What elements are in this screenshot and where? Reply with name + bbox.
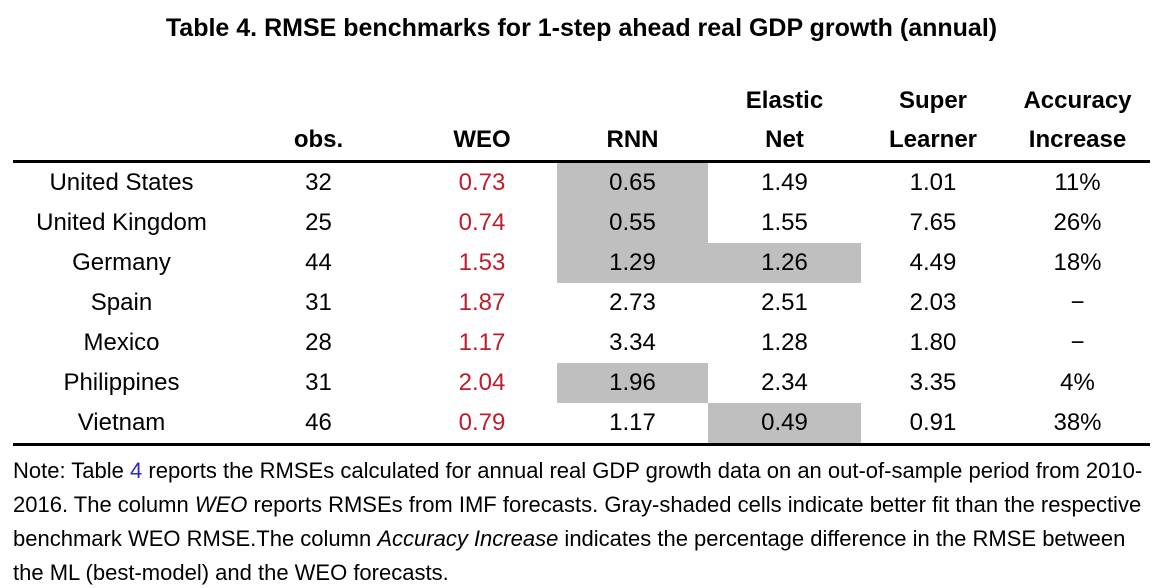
obs-cell: 31	[305, 369, 332, 396]
weo-cell: 0.74	[458, 209, 506, 236]
table-row: United States 32 0.73 0.65 1.49 1.01 11%	[13, 161, 1150, 203]
table-row: United Kingdom 25 0.74 0.55 1.55 7.65 26…	[13, 203, 1150, 243]
weo-cell: 1.87	[458, 289, 506, 316]
header-rnn: RNN	[606, 126, 659, 153]
table-row: Vietnam 46 0.79 1.17 0.49 0.91 38%	[13, 403, 1150, 445]
rnn-cell: 1.96	[557, 363, 708, 403]
accuracy-increase-cell: −	[1070, 289, 1085, 316]
table-body: United States 32 0.73 0.65 1.49 1.01 11%…	[13, 161, 1150, 445]
elastic-net-cell: 1.55	[761, 209, 808, 236]
weo-cell: 1.53	[458, 249, 506, 276]
obs-cell: 46	[305, 409, 332, 436]
header-spacer	[230, 81, 407, 117]
header-row-top: Elastic Super Accuracy	[13, 81, 1150, 117]
country-cell: Vietnam	[77, 409, 166, 436]
note-italic-accuracy-increase: Accuracy Increase	[377, 526, 559, 551]
rnn-cell: 1.29	[557, 243, 708, 283]
header-elastic-net-line1: Elastic	[745, 87, 824, 114]
header-row-bottom: obs. WEO RNN Net Learner Increase	[13, 117, 1150, 162]
super-learner-cell: 0.91	[909, 409, 957, 436]
note-text: Note: Table	[13, 458, 131, 483]
weo-cell: 2.04	[458, 369, 506, 396]
weo-cell: 0.73	[458, 169, 506, 196]
weo-cell: 0.79	[458, 409, 506, 436]
header-obs: obs.	[293, 126, 344, 153]
elastic-net-cell: 1.28	[761, 329, 808, 356]
table-row: Mexico 28 1.17 3.34 1.28 1.80 −	[13, 323, 1150, 363]
rnn-cell: 2.73	[609, 289, 656, 316]
table-title: Table 4. RMSE benchmarks for 1-step ahea…	[165, 14, 998, 42]
country-cell: United Kingdom	[36, 209, 207, 236]
note-italic-weo: WEO	[194, 492, 248, 517]
table-reference-link[interactable]: 4	[130, 458, 143, 483]
country-cell: Philippines	[63, 369, 180, 396]
header-super-learner-line1: Super	[898, 87, 967, 114]
header-spacer	[557, 81, 708, 117]
rnn-cell: 1.17	[609, 409, 656, 436]
header-elastic-net-line2: Net	[765, 126, 804, 153]
obs-cell: 32	[305, 169, 332, 196]
header-spacer	[407, 81, 557, 117]
super-learner-cell: 7.65	[909, 209, 957, 236]
accuracy-increase-cell: 26%	[1053, 209, 1102, 236]
accuracy-increase-cell: 4%	[1060, 369, 1095, 396]
note-text: indicates the percentage difference in t…	[13, 526, 1126, 585]
table-row: Spain 31 1.87 2.73 2.51 2.03 −	[13, 283, 1150, 323]
country-cell: Spain	[90, 289, 153, 316]
note-text: reports the RMSEs calculated for annual …	[13, 458, 1143, 517]
elastic-net-cell: 0.49	[708, 403, 861, 445]
header-country-spacer	[13, 81, 230, 117]
super-learner-cell: 2.03	[909, 289, 957, 316]
header-weo: WEO	[453, 126, 511, 153]
obs-cell: 31	[305, 289, 332, 316]
super-learner-cell: 1.80	[909, 329, 957, 356]
weo-cell: 1.17	[458, 329, 506, 356]
accuracy-increase-cell: 18%	[1053, 249, 1102, 276]
super-learner-cell: 1.01	[909, 169, 957, 196]
country-cell: Mexico	[83, 329, 160, 356]
header-super-learner-line2: Learner	[888, 126, 978, 153]
table-row: Germany 44 1.53 1.29 1.26 4.49 18%	[13, 243, 1150, 283]
obs-cell: 25	[305, 209, 332, 236]
elastic-net-cell: 2.51	[761, 289, 808, 316]
accuracy-increase-cell: 11%	[1054, 169, 1101, 196]
accuracy-increase-cell: 38%	[1053, 409, 1102, 436]
country-cell: Germany	[72, 249, 171, 276]
super-learner-cell: 3.35	[909, 369, 957, 396]
super-learner-cell: 4.49	[909, 249, 957, 276]
rmse-benchmarks-table: Elastic Super Accuracy obs. WEO RNN Net …	[13, 81, 1150, 446]
obs-cell: 44	[305, 249, 332, 276]
header-country	[13, 117, 230, 162]
elastic-net-cell: 1.26	[708, 243, 861, 283]
accuracy-increase-cell: −	[1070, 329, 1085, 356]
note-text: reports RMSEs from IMF forecasts. Gray-s…	[13, 492, 1142, 551]
rnn-cell: 0.55	[557, 203, 708, 243]
table-row: Philippines 31 2.04 1.96 2.34 3.35 4%	[13, 363, 1150, 403]
elastic-net-cell: 1.49	[761, 169, 808, 196]
elastic-net-cell: 2.34	[761, 369, 808, 396]
table-header: Elastic Super Accuracy obs. WEO RNN Net …	[13, 81, 1150, 162]
table-note: Note: Table 4 reports the RMSEs calculat…	[13, 454, 1153, 588]
header-accuracy-line1: Accuracy	[1023, 87, 1132, 114]
rnn-cell: 0.65	[557, 161, 708, 203]
rnn-cell: 3.34	[609, 329, 656, 356]
country-cell: United States	[49, 169, 194, 196]
obs-cell: 28	[305, 329, 332, 356]
header-accuracy-line2: Increase	[1028, 126, 1127, 153]
